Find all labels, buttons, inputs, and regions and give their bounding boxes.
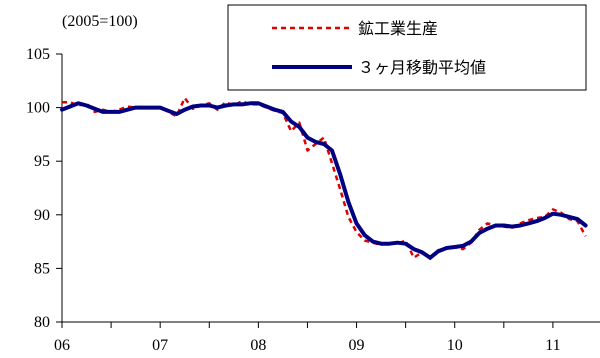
legend-label-industrial-production: 鉱工業生産 xyxy=(358,19,438,38)
y-tick-label-105: 105 xyxy=(26,46,50,63)
legend-box xyxy=(227,4,587,91)
x-tick-label-06: 06 xyxy=(54,337,70,354)
y-tick-label-85: 85 xyxy=(34,260,50,277)
y-unit-label: (2005=100) xyxy=(62,13,138,30)
y-axis-ticks: 80 85 90 95 100 105 xyxy=(26,46,62,331)
series-layer xyxy=(60,96,588,261)
x-tick-label-09: 09 xyxy=(349,337,365,354)
x-tick-label-08: 08 xyxy=(250,337,266,354)
y-tick-label-90: 90 xyxy=(34,207,50,224)
x-tick-label-11: 11 xyxy=(545,337,560,354)
series-line-3-month-moving-average xyxy=(60,101,588,260)
series-line-industrial-production xyxy=(62,96,587,261)
y-tick-label-95: 95 xyxy=(34,153,50,170)
y-tick-label-80: 80 xyxy=(34,314,50,331)
x-tick-label-07: 07 xyxy=(152,337,168,354)
legend-label-3-month-moving-average: ３ヶ月移動平均値 xyxy=(358,58,486,77)
y-tick-label-100: 100 xyxy=(26,100,50,117)
x-tick-label-10: 10 xyxy=(447,337,463,354)
x-axis-ticks: 06 07 08 09 10 11 xyxy=(54,322,561,354)
legend: 鉱工業生産 ３ヶ月移動平均値 xyxy=(227,4,587,91)
